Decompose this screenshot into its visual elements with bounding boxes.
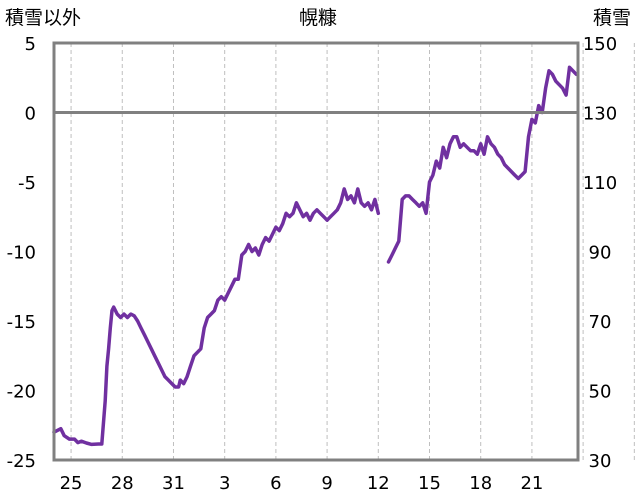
series-lines xyxy=(52,65,579,447)
right-tick-label: 50 xyxy=(589,382,612,403)
left-tick-label: -25 xyxy=(7,451,36,472)
x-tick-label: 25 xyxy=(60,473,83,494)
right-tick-label: 130 xyxy=(583,104,617,125)
snow_depth-line xyxy=(386,65,579,264)
x-tick-label: 3 xyxy=(219,473,230,494)
left-tick-label: -10 xyxy=(7,243,36,264)
vertical-grid xyxy=(70,43,635,460)
left-axis-ticks: -25 -20 -15 -10 -5 0 5 xyxy=(7,34,36,472)
x-tick-label: 15 xyxy=(418,473,441,494)
right-tick-label: 70 xyxy=(589,312,612,333)
x-tick-label: 28 xyxy=(111,473,134,494)
left-axis-label: 積雪以外 xyxy=(5,7,81,29)
chart-title: 幌糠 xyxy=(299,6,337,29)
snow_depth-line xyxy=(52,187,381,447)
x-tick-label: 9 xyxy=(321,473,332,494)
left-tick-label: 5 xyxy=(25,34,36,55)
x-tick-label: 6 xyxy=(270,473,281,494)
left-tick-label: -5 xyxy=(18,173,36,194)
right-axis-label: 積雪 xyxy=(593,7,631,29)
right-tick-label: 150 xyxy=(583,34,617,55)
x-tick-label: 31 xyxy=(162,473,185,494)
right-tick-label: 90 xyxy=(589,243,612,264)
x-tick-label: 21 xyxy=(520,473,543,494)
left-tick-label: -20 xyxy=(7,382,36,403)
plot-frame xyxy=(52,41,580,462)
right-axis-ticks: 30 50 70 90 110 130 150 xyxy=(583,34,617,472)
x-tick-label: 12 xyxy=(367,473,390,494)
left-tick-label: 0 xyxy=(25,104,36,125)
left-tick-label: -15 xyxy=(7,312,36,333)
right-tick-label: 30 xyxy=(589,451,612,472)
right-tick-label: 110 xyxy=(583,173,617,194)
x-axis-ticks: 25 28 31 3 6 9 12 15 18 21 xyxy=(60,473,544,494)
axis-labels: 積雪以外 幌糠 積雪 xyxy=(5,6,631,29)
x-tick-label: 18 xyxy=(469,473,492,494)
